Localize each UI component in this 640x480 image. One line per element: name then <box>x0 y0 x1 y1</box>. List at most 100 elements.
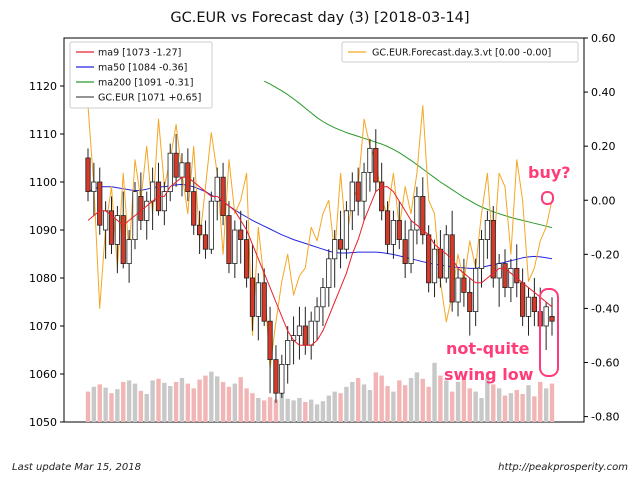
candle-body <box>426 234 432 284</box>
candle-body <box>220 176 226 216</box>
forecast-line <box>87 105 553 369</box>
volume-bar <box>203 375 208 422</box>
candle-body <box>343 210 350 250</box>
candle-body <box>144 200 150 221</box>
volume-bar <box>191 388 196 422</box>
candle-body <box>320 287 326 308</box>
volume-bar <box>479 398 484 422</box>
volume-bar <box>338 393 343 422</box>
candle-body <box>502 263 508 289</box>
volume-bar <box>97 384 102 422</box>
candle-body <box>390 219 397 245</box>
volume-bar <box>543 388 549 422</box>
candle-body <box>326 258 332 288</box>
volume-bar <box>162 382 167 422</box>
candle-body <box>120 215 126 265</box>
candle-body <box>173 152 179 178</box>
volume-bar <box>308 399 314 422</box>
annotation-swing-low-marker <box>539 288 559 377</box>
ma9-line <box>87 176 553 346</box>
volume-bar <box>402 385 408 422</box>
legend-forecast-label: GC.EUR.Forecast.day.3.vt [0.00 -0.00] <box>372 48 551 59</box>
volume-bar <box>449 391 455 422</box>
candle-body <box>543 306 549 327</box>
volume-bar <box>267 397 273 422</box>
legend-gceur-label: GC.EUR [1071 +0.65] <box>98 93 201 104</box>
candle-body <box>437 248 444 279</box>
volume-bar <box>103 387 108 422</box>
candle-body <box>302 325 308 346</box>
volume-bar <box>279 393 285 422</box>
right-y-axis: 0.60 0.40 0.20 0.00 -0.20 -0.40 -0.60 -0.80 <box>584 32 619 424</box>
volume-bars <box>85 362 555 422</box>
candle-body <box>332 239 338 260</box>
legend-right: GC.EUR.Forecast.day.3.vt [0.00 -0.00] <box>341 41 579 63</box>
candle-body <box>279 363 285 394</box>
candle-body <box>420 195 426 236</box>
legend-ma50-label: ma50 [1084 -0.36] <box>98 63 187 74</box>
right-axis-tick-label: -0.80 <box>591 411 619 424</box>
left-axis-tick-label: 1110 <box>29 128 57 141</box>
volume-bar <box>508 393 514 422</box>
legend-ma200-label: ma200 [1091 -0.31] <box>98 78 193 89</box>
candle-body <box>261 282 267 322</box>
volume-bar <box>420 378 425 422</box>
volume-bar <box>285 398 290 422</box>
volume-bar <box>115 389 120 422</box>
left-y-axis: 1050 1060 1070 1080 1090 1100 1110 1120 <box>29 80 64 429</box>
annotation-swing-low: swing low <box>444 365 534 384</box>
volume-bar <box>244 388 249 422</box>
candle-body <box>408 229 414 264</box>
candle-body <box>367 147 373 173</box>
candle-body <box>508 267 514 288</box>
candle-body <box>108 210 115 245</box>
right-axis-tick-label: -0.60 <box>591 357 619 370</box>
candle-body <box>103 210 109 231</box>
candle-body <box>191 191 197 226</box>
volume-bar <box>532 396 537 422</box>
left-axis-tick-label: 1070 <box>29 320 57 333</box>
candle-body <box>114 215 120 245</box>
volume-bar <box>467 388 472 422</box>
right-axis-tick-label: 0.40 <box>591 86 616 99</box>
volume-bar <box>314 404 320 422</box>
candle-body <box>496 263 502 279</box>
volume-bar <box>173 382 179 422</box>
candle-body <box>355 181 361 202</box>
ma200-series <box>263 80 553 229</box>
volume-bar <box>361 384 367 422</box>
legend-left-box <box>69 41 213 109</box>
candle-body <box>514 267 520 284</box>
volume-bar <box>485 378 490 422</box>
candle-body <box>461 277 467 293</box>
annotation-not-quite: not-quite <box>446 339 530 358</box>
right-axis-tick-label: 0.00 <box>591 194 616 207</box>
volume-bar <box>262 400 267 422</box>
annotation-buy-marker <box>541 191 554 205</box>
candle-body <box>238 229 244 241</box>
ma9-series <box>87 176 553 346</box>
candle-body <box>478 239 485 269</box>
volume-bar <box>220 382 226 422</box>
candle-body <box>467 291 473 312</box>
candle-body <box>396 219 402 240</box>
left-axis-tick-label: 1050 <box>29 416 57 429</box>
volume-bar <box>273 399 279 422</box>
right-axis-tick-label: -0.20 <box>591 248 619 261</box>
volume-bar <box>455 382 461 422</box>
candle-body <box>455 277 461 303</box>
volume-bar <box>126 380 132 422</box>
volume-bar <box>215 376 220 422</box>
candle-body <box>484 219 490 240</box>
candle-body <box>179 162 185 178</box>
right-axis-tick-label: -0.40 <box>591 302 619 315</box>
volume-bar <box>291 400 296 422</box>
candle-body <box>314 306 320 322</box>
volume-bar <box>132 383 138 422</box>
candle-body <box>214 176 220 202</box>
left-axis-tick-label: 1080 <box>29 272 57 285</box>
candle-body <box>285 339 291 365</box>
candle-body <box>414 195 420 231</box>
